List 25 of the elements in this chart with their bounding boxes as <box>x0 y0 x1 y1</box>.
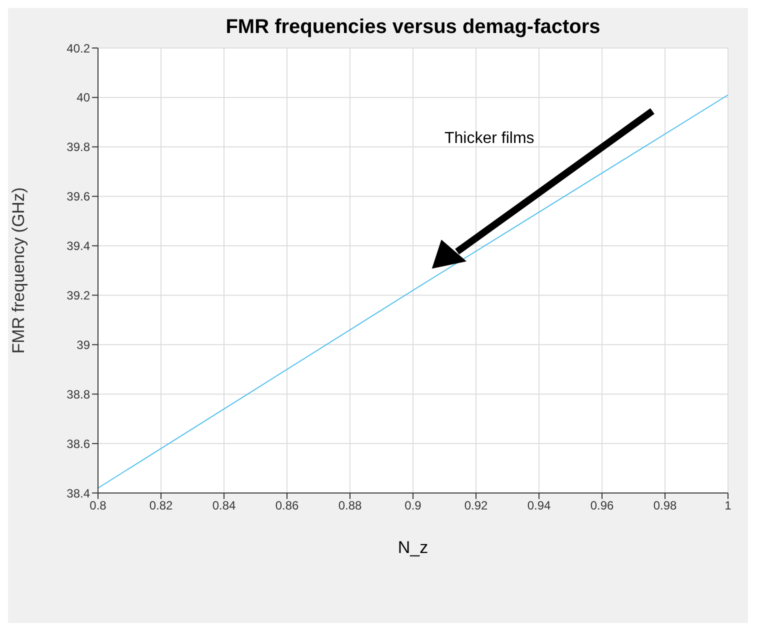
x-tick-label: 1 <box>724 498 732 513</box>
y-tick-label: 38.4 <box>66 486 90 500</box>
x-tick-label: 0.86 <box>275 498 299 513</box>
x-tick-label: 0.84 <box>212 498 236 513</box>
x-tick-label: 0.98 <box>653 498 677 513</box>
y-tick-label: 39.6 <box>66 190 90 204</box>
y-tick-label: 40 <box>76 90 90 105</box>
x-tick-label: 0.94 <box>527 498 551 513</box>
y-tick-label: 39.2 <box>66 288 90 302</box>
x-tick-label: 0.82 <box>149 498 173 513</box>
x-tick-label: 0.96 <box>590 498 614 513</box>
y-tick-label: 39.4 <box>66 239 90 254</box>
x-tick-label: 0.88 <box>338 498 362 513</box>
y-tick-label: 39 <box>76 338 90 352</box>
y-tick-label: 38.6 <box>66 436 90 451</box>
y-tick-label: 39.8 <box>66 140 90 154</box>
x-axis-title: N_z <box>398 538 428 557</box>
x-tick-label: 0.92 <box>464 498 488 513</box>
y-axis-title: FMR frequency (GHz) <box>9 187 28 354</box>
y-tick-label: 38.8 <box>66 387 90 402</box>
y-tick-label: 40.2 <box>66 41 90 56</box>
chart-title: FMR frequencies versus demag-factors <box>224 16 602 39</box>
annotation: Thicker films <box>444 130 534 148</box>
x-tick-label: 0.9 <box>404 498 422 513</box>
x-tick-label: 0.8 <box>90 498 107 513</box>
